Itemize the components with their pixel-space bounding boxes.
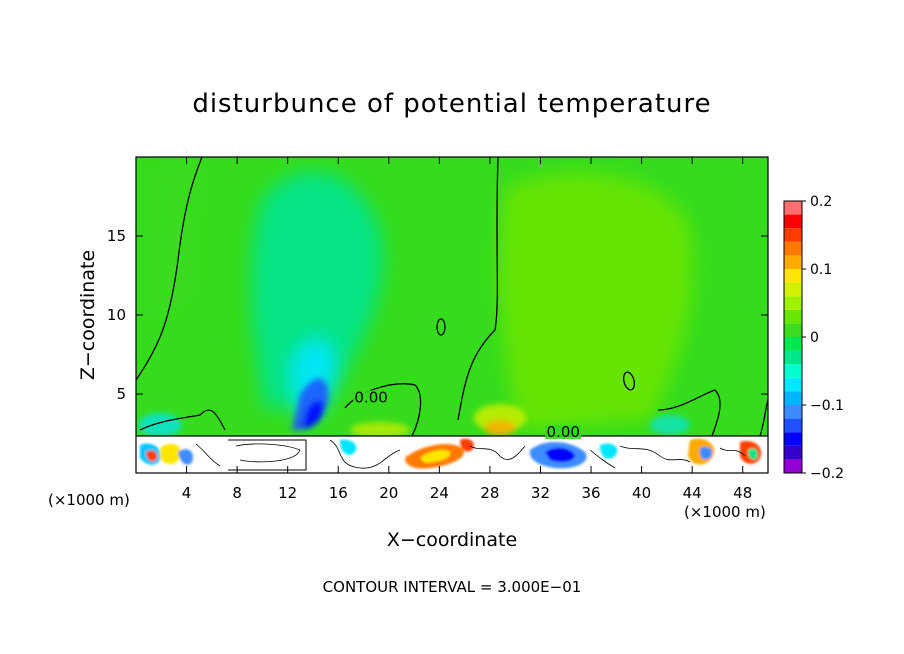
- x-tick-label: 32: [531, 484, 550, 502]
- heatmap-field: [136, 157, 768, 473]
- contour-closed-39: [622, 371, 636, 391]
- colorbar-tick-label: 0: [810, 330, 819, 346]
- colorbar-tick-label: 0.2: [810, 194, 832, 210]
- y-axis-ticks: 5 10 15: [107, 227, 768, 403]
- contour-line-right: [657, 389, 721, 437]
- colorbar-ticks: 0.2 0.1 0 −0.1 −0.2: [802, 194, 844, 482]
- colorbar-swatch: [784, 282, 802, 297]
- x-tick-label: 20: [379, 484, 398, 502]
- colorbar-swatch: [784, 269, 802, 283]
- cyan-patch-left: [138, 413, 182, 437]
- x-tick-label: 44: [683, 484, 702, 502]
- contour-line-lower-left: [139, 409, 226, 431]
- contour-line-left: [136, 157, 203, 381]
- chart-title: disturbunce of potential temperature: [192, 89, 711, 119]
- colorbar-swatch: [784, 228, 802, 242]
- colorbar-swatch: [784, 255, 802, 269]
- x-axis-label: X−coordinate: [387, 529, 517, 551]
- x-unit-label-left: (×1000 m): [48, 491, 130, 509]
- contour-line-edge: [759, 399, 768, 437]
- x-tick-label: 48: [733, 484, 752, 502]
- colorbar-swatch: [784, 296, 802, 310]
- x-axis-ticks: 4 8 12 16 20 24 28 32 36 40 44 48: [182, 157, 752, 502]
- cyan-patch-42: [650, 415, 690, 435]
- x-tick-label: 4: [182, 484, 192, 502]
- contour-label: 0.00: [354, 388, 387, 406]
- warm-region-right: [500, 173, 693, 430]
- y-axis-label: Z−coordinate: [77, 250, 99, 380]
- x-tick-label: 28: [480, 484, 499, 502]
- colorbar-tick-label: −0.2: [810, 466, 844, 482]
- x-tick-label: 12: [278, 484, 297, 502]
- colorbar-swatch: [784, 364, 802, 378]
- colorbar-swatch: [784, 241, 802, 256]
- contour-line-mid: [457, 157, 499, 421]
- colorbar-swatch: [784, 350, 802, 365]
- colorbar-swatch: [784, 214, 802, 229]
- contour-labels: 0.00 0.00: [353, 388, 582, 441]
- contour-interval-note: CONTOUR INTERVAL = 3.000E−01: [323, 578, 582, 596]
- lower-band-features: [140, 438, 762, 469]
- colorbar: [783, 200, 803, 474]
- contour-label: 0.00: [547, 423, 580, 441]
- colorbar-swatch: [784, 459, 802, 473]
- colorbar-swatch: [784, 377, 802, 392]
- y-tick-label: 15: [107, 227, 126, 245]
- colorbar-tick-label: 0.1: [810, 262, 832, 278]
- colorbar-swatch: [784, 405, 802, 419]
- colorbar-swatch: [784, 418, 802, 433]
- y-tick-label: 10: [107, 306, 126, 324]
- cool-plume-region: [251, 171, 384, 410]
- contour-label-bg: [353, 390, 390, 405]
- colorbar-swatch: [784, 337, 802, 351]
- colorbar-swatch: [784, 323, 802, 337]
- x-tick-label: 36: [581, 484, 600, 502]
- x-tick-label: 16: [329, 484, 348, 502]
- contour-closed-24: [436, 318, 446, 336]
- yellow-patch-20: [350, 422, 410, 438]
- blue-core: [302, 400, 324, 429]
- colorbar-swatch: [784, 391, 802, 405]
- colorbar-swatch: [784, 309, 802, 324]
- y-tick-label: 5: [116, 385, 126, 403]
- colorbar-swatch: [784, 201, 802, 215]
- x-tick-label: 24: [430, 484, 449, 502]
- colorbar-swatch: [784, 445, 802, 460]
- colorbar-tick-label: −0.1: [810, 398, 844, 414]
- contour-label-bg: [545, 425, 582, 440]
- x-tick-label: 8: [232, 484, 242, 502]
- orange-patch-24: [484, 420, 516, 436]
- contour-lines: [136, 157, 768, 471]
- colorbar-swatch: [784, 432, 802, 446]
- x-unit-label-right: (×1000 m): [684, 503, 766, 521]
- x-tick-label: 40: [632, 484, 651, 502]
